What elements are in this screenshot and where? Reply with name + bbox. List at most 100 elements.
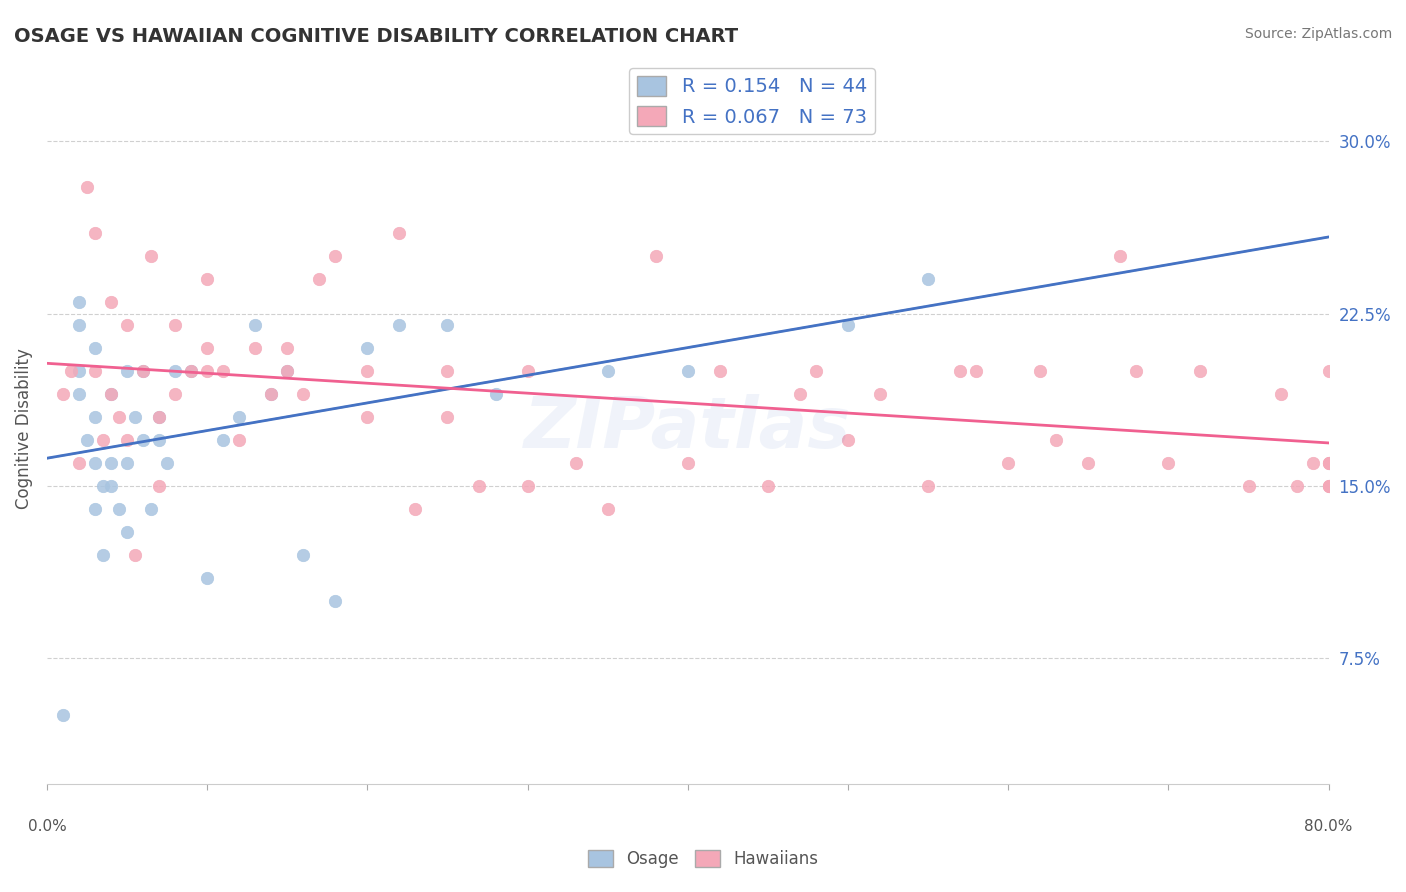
Point (276, 364, 298, 378)
Point (132, 364, 155, 378)
Point (388, 318, 411, 332)
Point (212, 364, 235, 378)
Point (965, 364, 987, 378)
Point (148, 479, 170, 493)
Point (1302, 456, 1324, 470)
Point (195, 272, 218, 286)
Point (356, 409, 378, 424)
Point (115, 318, 138, 332)
Point (837, 318, 859, 332)
Point (156, 456, 179, 470)
Point (115, 524, 138, 539)
Point (484, 387, 506, 401)
Point (596, 364, 619, 378)
Point (84, 456, 107, 470)
Point (228, 433, 250, 447)
Point (1317, 456, 1340, 470)
Point (436, 318, 458, 332)
Point (139, 501, 162, 516)
Point (516, 364, 538, 378)
Point (148, 409, 170, 424)
Point (356, 341, 378, 355)
Point (1317, 479, 1340, 493)
Text: 0.0%: 0.0% (28, 819, 66, 834)
Point (1157, 456, 1180, 470)
Point (115, 456, 138, 470)
Point (228, 409, 250, 424)
Point (91, 433, 114, 447)
Point (108, 409, 131, 424)
Point (67, 456, 90, 470)
Point (468, 479, 491, 493)
Point (124, 409, 146, 424)
Text: Source: ZipAtlas.com: Source: ZipAtlas.com (1244, 27, 1392, 41)
Point (91, 479, 114, 493)
Point (276, 364, 298, 378)
Point (997, 456, 1019, 470)
Point (148, 409, 170, 424)
Point (323, 249, 346, 263)
Point (76, 180, 98, 194)
Point (59, 364, 82, 378)
Point (1317, 456, 1340, 470)
Point (100, 479, 122, 493)
Point (1237, 479, 1260, 493)
Point (100, 387, 122, 401)
Point (67, 295, 90, 310)
Point (84, 226, 107, 240)
Point (1029, 364, 1052, 378)
Point (292, 387, 315, 401)
Point (165, 364, 187, 378)
Point (564, 456, 586, 470)
Point (1077, 456, 1099, 470)
Point (260, 387, 283, 401)
Point (837, 433, 859, 447)
Point (436, 364, 458, 378)
Point (84, 341, 107, 355)
Point (84, 364, 107, 378)
Point (949, 364, 972, 378)
Text: 80.0%: 80.0% (1305, 819, 1353, 834)
Point (260, 387, 283, 401)
Point (869, 387, 891, 401)
Point (165, 387, 187, 401)
Point (67, 364, 90, 378)
Point (1317, 364, 1340, 378)
Point (67, 318, 90, 332)
Point (76, 433, 98, 447)
Point (276, 341, 298, 355)
Point (516, 479, 538, 493)
Point (100, 456, 122, 470)
Point (917, 479, 939, 493)
Point (139, 249, 162, 263)
Point (789, 387, 811, 401)
Text: OSAGE VS HAWAIIAN COGNITIVE DISABILITY CORRELATION CHART: OSAGE VS HAWAIIAN COGNITIVE DISABILITY C… (14, 27, 738, 45)
Point (1125, 364, 1147, 378)
Point (1317, 456, 1340, 470)
Point (124, 548, 146, 562)
Point (404, 501, 426, 516)
Point (1317, 479, 1340, 493)
Point (1045, 433, 1067, 447)
Point (243, 318, 266, 332)
Point (1285, 479, 1308, 493)
Point (243, 341, 266, 355)
Point (804, 364, 827, 378)
Legend: Osage, Hawaiians: Osage, Hawaiians (581, 843, 825, 875)
Point (132, 364, 155, 378)
Point (148, 433, 170, 447)
Point (100, 295, 122, 310)
Point (644, 249, 666, 263)
Point (195, 341, 218, 355)
Point (323, 593, 346, 607)
Point (91, 548, 114, 562)
Point (388, 226, 411, 240)
Point (676, 456, 699, 470)
Point (1189, 364, 1212, 378)
Point (115, 433, 138, 447)
Point (709, 364, 731, 378)
Point (308, 272, 330, 286)
Text: ZIPatlas: ZIPatlas (524, 394, 852, 463)
Point (84, 409, 107, 424)
Point (195, 364, 218, 378)
